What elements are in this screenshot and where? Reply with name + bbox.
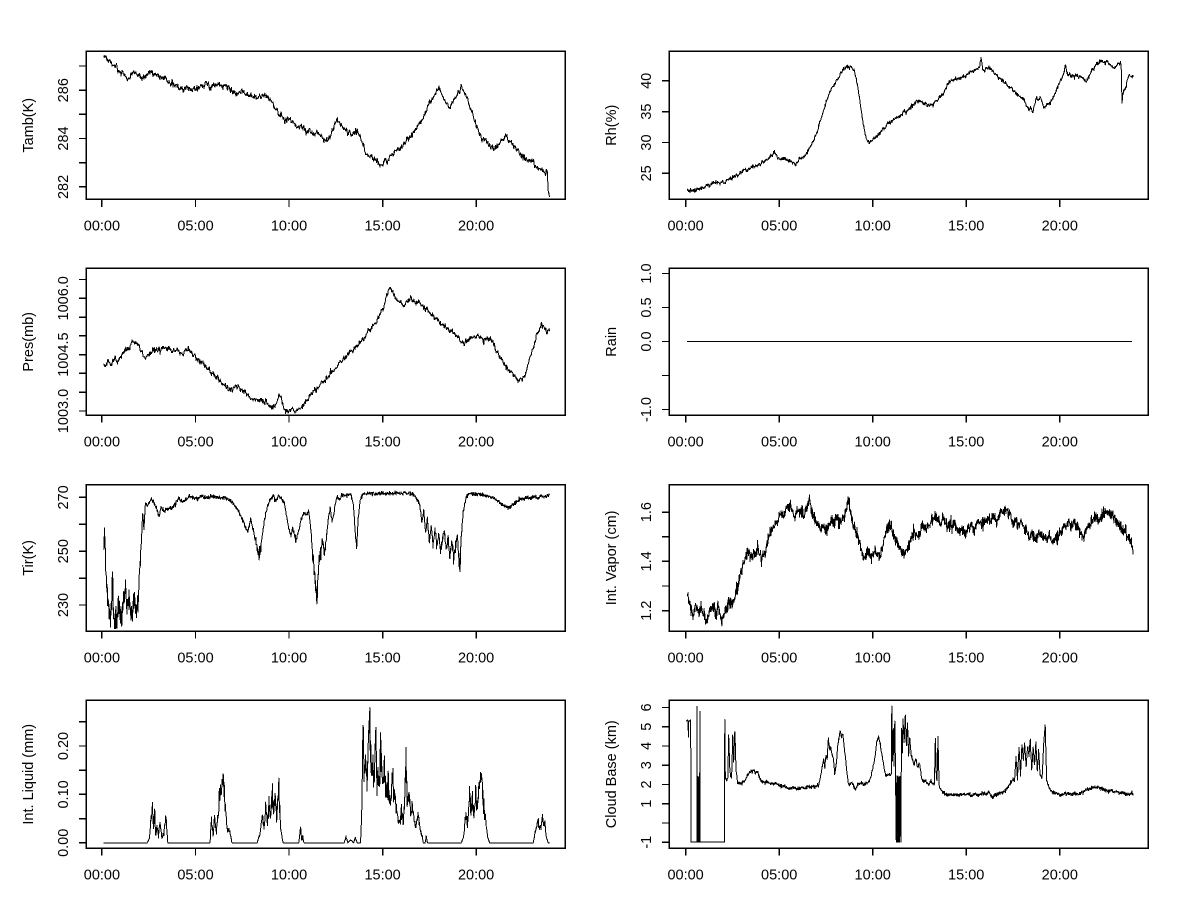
svg-text:1.4: 1.4 (639, 551, 655, 571)
svg-text:Rain: Rain (604, 327, 620, 357)
svg-text:05:00: 05:00 (177, 651, 213, 667)
svg-text:10:00: 10:00 (271, 219, 307, 235)
svg-text:00:00: 00:00 (84, 435, 120, 451)
svg-text:5: 5 (639, 723, 655, 731)
svg-text:286: 286 (56, 78, 72, 102)
svg-text:05:00: 05:00 (177, 868, 213, 884)
svg-text:2: 2 (639, 780, 655, 788)
svg-text:6: 6 (639, 703, 655, 711)
svg-text:0.20: 0.20 (56, 732, 72, 760)
svg-text:4: 4 (639, 742, 655, 750)
svg-text:1.2: 1.2 (639, 601, 655, 621)
svg-text:05:00: 05:00 (761, 435, 797, 451)
svg-text:0.5: 0.5 (639, 297, 655, 317)
svg-text:1.0: 1.0 (639, 263, 655, 283)
svg-text:270: 270 (56, 485, 72, 509)
svg-text:Rh(%): Rh(%) (604, 105, 620, 146)
svg-text:230: 230 (56, 593, 72, 617)
svg-text:10:00: 10:00 (855, 435, 891, 451)
svg-text:15:00: 15:00 (948, 435, 984, 451)
svg-text:05:00: 05:00 (761, 651, 797, 667)
svg-text:15:00: 15:00 (948, 651, 984, 667)
svg-text:00:00: 00:00 (84, 868, 120, 884)
svg-text:15:00: 15:00 (948, 868, 984, 884)
svg-text:10:00: 10:00 (271, 651, 307, 667)
svg-text:Int. Liquid (mm): Int. Liquid (mm) (21, 724, 37, 825)
svg-text:40: 40 (639, 73, 655, 89)
svg-text:15:00: 15:00 (948, 219, 984, 235)
svg-text:15:00: 15:00 (364, 651, 400, 667)
svg-text:10:00: 10:00 (271, 435, 307, 451)
svg-text:00:00: 00:00 (84, 219, 120, 235)
svg-text:20:00: 20:00 (1042, 435, 1078, 451)
svg-text:15:00: 15:00 (364, 219, 400, 235)
svg-text:10:00: 10:00 (855, 868, 891, 884)
svg-text:00:00: 00:00 (667, 868, 703, 884)
svg-text:20:00: 20:00 (458, 219, 494, 235)
svg-text:35: 35 (639, 104, 655, 120)
svg-text:10:00: 10:00 (855, 651, 891, 667)
svg-text:00:00: 00:00 (667, 435, 703, 451)
svg-text:10:00: 10:00 (855, 219, 891, 235)
svg-text:282: 282 (56, 175, 72, 199)
svg-text:10:00: 10:00 (271, 868, 307, 884)
svg-text:15:00: 15:00 (364, 868, 400, 884)
svg-text:3: 3 (639, 761, 655, 769)
svg-text:05:00: 05:00 (177, 435, 213, 451)
svg-text:05:00: 05:00 (177, 219, 213, 235)
svg-text:284: 284 (56, 126, 72, 150)
svg-text:Cloud Base (km): Cloud Base (km) (604, 720, 620, 828)
svg-text:1003.0: 1003.0 (56, 389, 72, 433)
svg-text:20:00: 20:00 (458, 651, 494, 667)
svg-text:20:00: 20:00 (1042, 868, 1078, 884)
svg-text:15:00: 15:00 (364, 435, 400, 451)
svg-text:00:00: 00:00 (667, 651, 703, 667)
svg-text:0.00: 0.00 (56, 829, 72, 857)
svg-text:20:00: 20:00 (1042, 219, 1078, 235)
svg-text:05:00: 05:00 (761, 219, 797, 235)
svg-text:Tamb(K): Tamb(K) (21, 98, 37, 153)
svg-text:25: 25 (639, 165, 655, 181)
svg-text:Tir(K): Tir(K) (21, 540, 37, 576)
svg-text:1004.5: 1004.5 (56, 332, 72, 376)
svg-text:1.6: 1.6 (639, 502, 655, 522)
svg-text:1: 1 (639, 800, 655, 808)
svg-text:Pres(mb): Pres(mb) (21, 312, 37, 372)
svg-text:05:00: 05:00 (761, 868, 797, 884)
svg-text:0.0: 0.0 (639, 331, 655, 351)
svg-text:250: 250 (56, 539, 72, 563)
svg-text:00:00: 00:00 (84, 651, 120, 667)
svg-text:00:00: 00:00 (667, 219, 703, 235)
svg-text:20:00: 20:00 (1042, 651, 1078, 667)
svg-text:-1.0: -1.0 (639, 397, 655, 422)
svg-text:Int. Vapor (cm): Int. Vapor (cm) (604, 510, 620, 605)
svg-text:20:00: 20:00 (458, 868, 494, 884)
svg-text:30: 30 (639, 134, 655, 150)
svg-text:1006.0: 1006.0 (56, 276, 72, 320)
svg-text:20:00: 20:00 (458, 435, 494, 451)
svg-text:0.10: 0.10 (56, 780, 72, 808)
svg-text:-1: -1 (639, 836, 655, 849)
